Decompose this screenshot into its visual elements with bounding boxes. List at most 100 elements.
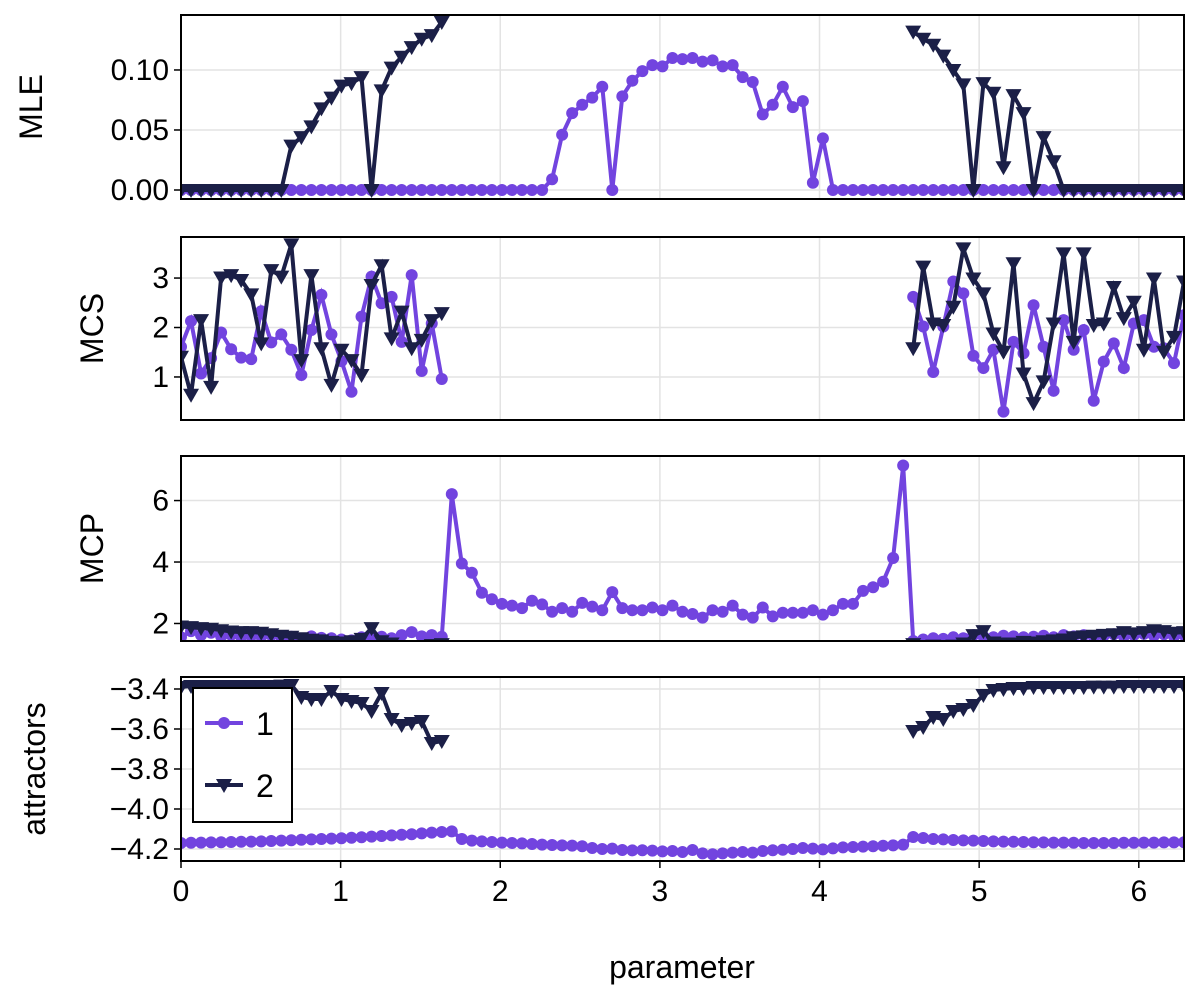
series-1-point: [867, 581, 880, 594]
series-2-point: [343, 635, 360, 641]
series-2-point: [323, 91, 340, 106]
series-1-point: [987, 183, 1000, 196]
series-2-point: [223, 183, 240, 198]
series-2-point: [303, 269, 320, 284]
series-1-point: [475, 586, 488, 599]
series-1-point: [716, 605, 729, 618]
series-1-point: [295, 368, 308, 381]
series-1-point: [1077, 837, 1090, 849]
series-2-point: [1055, 633, 1072, 641]
series-2-point: [1095, 317, 1112, 332]
series-1-point: [636, 604, 649, 617]
series-2-point: [213, 183, 230, 198]
series-1-point: [977, 835, 990, 847]
series-2-point: [935, 641, 951, 655]
series-1-point: [1007, 335, 1020, 348]
series-1-point: [495, 836, 508, 849]
series-1-point: [816, 132, 829, 145]
series-1-point: [636, 844, 649, 857]
series-2-point: [1105, 183, 1122, 198]
series-1-point: [586, 842, 599, 854]
series-2-point: [363, 183, 380, 198]
panel-mle: 0.00 0.05 0.10 MLE: [13, 14, 1185, 207]
series-2-point: [1155, 680, 1172, 694]
series-1-point: [1057, 836, 1070, 849]
y-axis-label: MCS: [74, 293, 110, 364]
series-2-point: [413, 715, 430, 729]
series-2-point: [193, 183, 210, 198]
series-2-point: [1015, 107, 1032, 122]
series-2-point: [273, 270, 290, 285]
series-2-point: [1115, 183, 1132, 198]
series-2-point: [323, 378, 340, 393]
series-2-point: [1135, 343, 1152, 358]
series-1-point: [275, 328, 288, 341]
series-1-point: [987, 835, 1000, 848]
series-1-point: [736, 608, 749, 621]
y-axis-label: MLE: [13, 74, 49, 140]
series-2-point: [333, 79, 350, 94]
series-2-point: [393, 50, 410, 65]
series-2-point: [1075, 681, 1092, 695]
legend: 12: [192, 687, 293, 823]
series-1-point: [245, 835, 258, 848]
series-1-point: [1147, 836, 1160, 849]
series-2-point: [203, 183, 220, 198]
series-1-point: [877, 839, 890, 852]
series-1-point: [285, 343, 298, 356]
series-2-point: [181, 350, 189, 365]
legend-swatch-marker: [218, 717, 230, 729]
series-2-point: [1065, 183, 1082, 198]
y-tick-label: 2: [152, 607, 169, 640]
series-1-point: [696, 55, 709, 68]
series-2-point: [1105, 628, 1122, 641]
series-1-point: [626, 844, 639, 857]
series-2-point: [1176, 626, 1184, 641]
series-2-point: [393, 305, 410, 320]
series-1-point: [726, 846, 739, 859]
series-1-point: [516, 602, 529, 615]
series-2-point: [1045, 155, 1062, 170]
series-2-point: [1005, 682, 1022, 696]
series-2-point: [373, 635, 390, 641]
series-1-point: [215, 836, 228, 849]
series-2-point: [233, 274, 250, 289]
series-2-point: [253, 183, 270, 198]
series-group: [181, 238, 1184, 418]
series-1-point: [505, 837, 518, 849]
series-1-point: [395, 828, 408, 841]
series-1-point: [706, 54, 719, 67]
series-1-point: [495, 597, 508, 610]
series-1-point: [907, 290, 920, 303]
series-2-point: [283, 139, 300, 154]
y-tick-label: 3: [152, 262, 169, 295]
series-1-point: [1037, 836, 1050, 849]
series-2-point: [353, 697, 370, 711]
series-2-point: [313, 693, 330, 707]
series-1-point: [566, 107, 579, 120]
series-2-point: [233, 626, 250, 641]
series-1-point: [225, 836, 238, 848]
series-2-point: [1035, 375, 1052, 390]
series-1-point: [485, 183, 498, 196]
series-1-point: [656, 60, 669, 73]
series-1-point: [927, 183, 940, 196]
series-group: [181, 15, 1184, 198]
series-1-point: [847, 183, 860, 196]
series-1-point: [676, 605, 689, 618]
series-1-point: [1017, 183, 1030, 196]
series-1-point: [656, 604, 669, 617]
series-2-point: [313, 102, 330, 117]
series-1-point: [1007, 835, 1020, 848]
series-1-point: [556, 602, 569, 615]
x-tick-label: 5: [971, 875, 988, 908]
series-1-point: [1037, 183, 1050, 196]
series-1-point: [897, 183, 910, 196]
series-2-point: [935, 49, 952, 64]
series-2-point: [965, 699, 982, 713]
series-1-point: [857, 584, 870, 597]
y-tick-label: 6: [152, 485, 169, 518]
series-2-point: [915, 721, 932, 735]
series-1-point: [516, 837, 529, 850]
